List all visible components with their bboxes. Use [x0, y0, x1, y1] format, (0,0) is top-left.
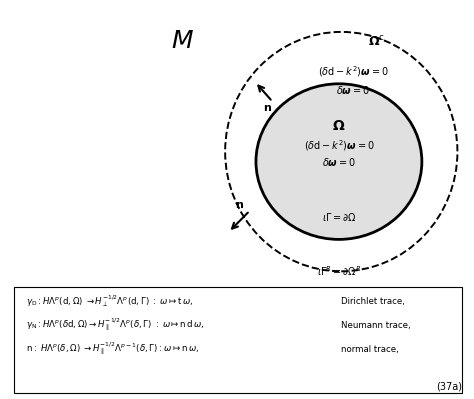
Text: $\mathbf{\Omega}^{\mathrm{c}}$: $\mathbf{\Omega}^{\mathrm{c}}$ — [368, 35, 385, 49]
Text: $\delta\boldsymbol{\omega}=0$: $\delta\boldsymbol{\omega}=0$ — [322, 156, 356, 168]
Ellipse shape — [256, 84, 422, 239]
Text: $\mathrm{n} :\; H\Lambda^p(\delta,\Omega) \;\rightarrow H_{\parallel}^{-1/2}\Lam: $\mathrm{n} :\; H\Lambda^p(\delta,\Omega… — [26, 341, 199, 357]
Text: $\mathbf{n}$: $\mathbf{n}$ — [263, 103, 273, 113]
Text: $\mathbf{\Omega}$: $\mathbf{\Omega}$ — [332, 119, 346, 133]
Text: $\gamma_{\mathrm{N}} : H\Lambda^p(\delta\mathrm{d},\Omega)\rightarrow H_{\parall: $\gamma_{\mathrm{N}} : H\Lambda^p(\delta… — [26, 317, 205, 333]
Text: $\gamma_{\mathrm{D}} : H\Lambda^p(\mathrm{d},\Omega) \;\rightarrow H_{\perp}^{-1: $\gamma_{\mathrm{D}} : H\Lambda^p(\mathr… — [26, 293, 193, 309]
Bar — [14, 287, 462, 393]
Text: Dirichlet trace,: Dirichlet trace, — [341, 297, 405, 306]
Text: $\iota\Gamma = \partial\Omega$: $\iota\Gamma = \partial\Omega$ — [321, 211, 356, 223]
Text: $\iota\Gamma^R = \partial\Omega^R$: $\iota\Gamma^R = \partial\Omega^R$ — [317, 265, 361, 278]
Text: $\delta\boldsymbol{\omega}=0$: $\delta\boldsymbol{\omega}=0$ — [336, 84, 370, 96]
Text: normal trace,: normal trace, — [341, 345, 399, 354]
Text: $(\delta\mathrm{d}-k^2)\boldsymbol{\omega}=0$: $(\delta\mathrm{d}-k^2)\boldsymbol{\omeg… — [303, 138, 374, 153]
Text: $(\delta\mathrm{d}-k^2)\boldsymbol{\omega}=0$: $(\delta\mathrm{d}-k^2)\boldsymbol{\omeg… — [318, 64, 389, 79]
Text: $\mathbf{n}$: $\mathbf{n}$ — [235, 200, 244, 211]
Text: $\mathit{M}$: $\mathit{M}$ — [171, 30, 194, 53]
Text: Neumann trace,: Neumann trace, — [341, 321, 411, 330]
Text: (37a): (37a) — [436, 381, 462, 391]
